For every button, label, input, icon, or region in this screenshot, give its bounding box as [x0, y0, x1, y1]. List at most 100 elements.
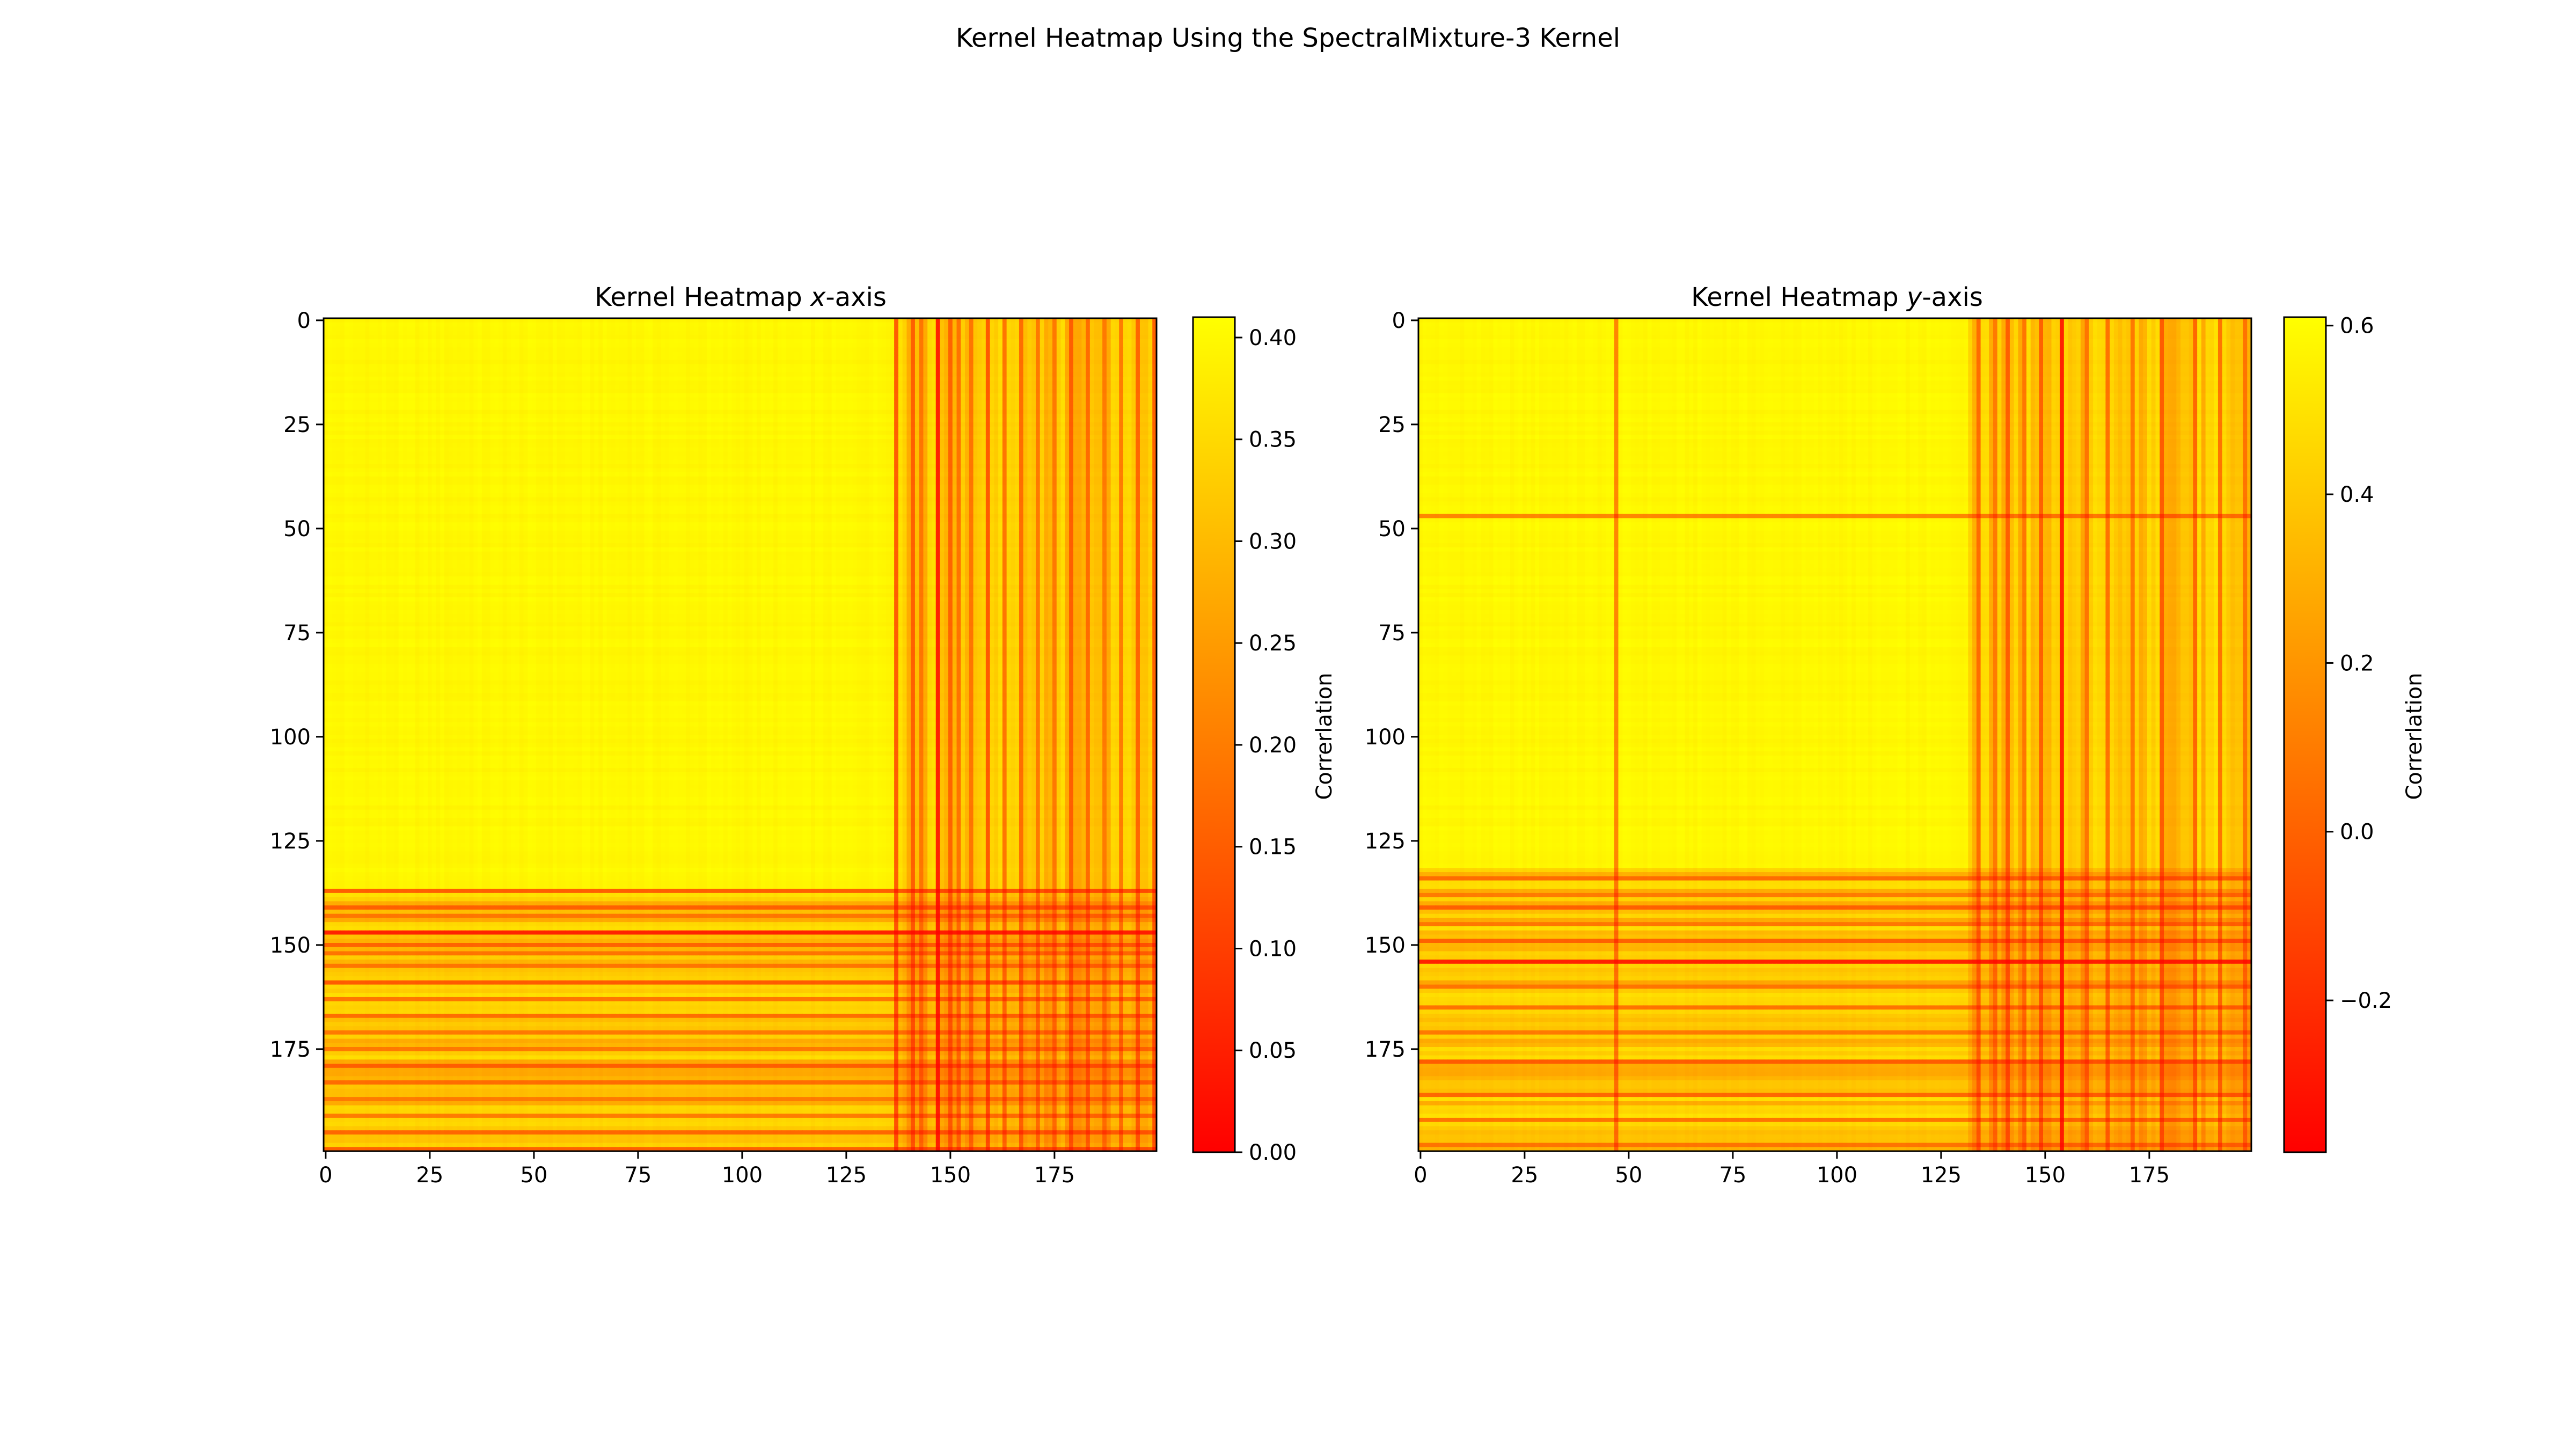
heatmap-cell	[407, 343, 411, 348]
heatmap-cell	[865, 327, 869, 331]
heatmap-cell	[1128, 331, 1132, 335]
heatmap-cell	[369, 335, 374, 339]
heatmap-cell	[836, 327, 840, 331]
heatmap-cell	[603, 335, 607, 339]
heatmap-cell	[982, 323, 986, 327]
heatmap-cell	[1061, 323, 1065, 327]
heatmap-cell	[519, 331, 524, 335]
heatmap-cell	[765, 323, 770, 327]
heatmap-cell	[382, 343, 386, 348]
heatmap-cell	[432, 331, 436, 335]
heatmap-cell	[582, 327, 586, 331]
heatmap-cell	[557, 335, 561, 339]
heatmap-cell	[1073, 331, 1078, 335]
heatmap-cell	[1136, 339, 1140, 343]
heatmap-cell	[582, 335, 586, 339]
heatmap-cell	[1098, 335, 1102, 339]
heatmap-cell	[840, 339, 844, 343]
heatmap-cell	[449, 331, 453, 335]
heatmap-cell	[1036, 331, 1040, 335]
heatmap-cell	[715, 327, 719, 331]
heatmap-cell	[548, 331, 553, 335]
heatmap-cell	[465, 331, 470, 335]
heatmap-cell	[478, 339, 482, 343]
heatmap-cell	[740, 335, 744, 339]
heatmap-cell	[511, 331, 515, 335]
heatmap-cell	[752, 339, 757, 343]
heatmap-cell	[1102, 323, 1107, 327]
heatmap-cell	[523, 327, 528, 331]
heatmap-cell	[328, 331, 332, 335]
heatmap-cell	[1011, 327, 1015, 331]
heatmap-cell	[953, 339, 957, 343]
heatmap-cell	[1044, 331, 1048, 335]
heatmap-cell	[519, 343, 524, 348]
heatmap-cell	[390, 327, 394, 331]
heatmap-cell	[478, 343, 482, 348]
heatmap-cell	[752, 331, 757, 335]
heatmap-cell	[665, 331, 669, 335]
heatmap-cell	[353, 339, 357, 343]
heatmap-cell	[407, 335, 411, 339]
heatmap-cell	[565, 343, 569, 348]
heatmap-cell	[561, 327, 565, 331]
heatmap-cell	[932, 339, 936, 343]
heatmap-cell	[461, 323, 465, 327]
heatmap-cell	[378, 335, 382, 339]
heatmap-cell	[528, 343, 532, 348]
heatmap-cell	[911, 327, 915, 331]
heatmap-cell	[828, 339, 832, 343]
heatmap-cell	[390, 323, 394, 327]
heatmap-cell	[332, 339, 336, 343]
heatmap-cell	[586, 327, 590, 331]
heatmap-x-title-suffix: -axis	[825, 282, 886, 312]
heatmap-cell	[823, 327, 828, 331]
heatmap-cell	[553, 331, 557, 335]
heatmap-cell	[494, 339, 499, 343]
heatmap-cell	[328, 327, 332, 331]
heatmap-cell	[615, 339, 619, 343]
heatmap-cell	[478, 323, 482, 327]
heatmap-cell	[432, 339, 436, 343]
heatmap-cell	[782, 339, 786, 343]
heatmap-cell	[444, 335, 449, 339]
heatmap-cell	[769, 331, 773, 335]
heatmap-cell	[1015, 339, 1019, 343]
heatmap-cell	[919, 331, 924, 335]
heatmap-cell	[636, 327, 640, 331]
heatmap-cell	[1094, 335, 1099, 339]
heatmap-cell	[819, 339, 823, 343]
heatmap-cell	[961, 331, 965, 335]
heatmap-cell	[361, 331, 365, 335]
heatmap-cell	[882, 339, 886, 343]
heatmap-cell	[807, 339, 811, 343]
heatmap-cell	[740, 339, 744, 343]
heatmap-cell	[848, 331, 853, 335]
heatmap-cell	[490, 323, 494, 327]
heatmap-cell	[586, 343, 590, 348]
heatmap-cell	[428, 339, 432, 343]
heatmap-cell	[702, 339, 707, 343]
heatmap-cell	[736, 339, 740, 343]
heatmap-cell	[869, 335, 874, 339]
heatmap-cell	[407, 323, 411, 327]
heatmap-cell	[615, 343, 619, 348]
heatmap-cell	[1090, 327, 1094, 331]
heatmap-cell	[1052, 331, 1057, 335]
heatmap-cell	[1094, 339, 1099, 343]
heatmap-cell	[674, 331, 678, 335]
heatmap-cell	[802, 331, 807, 335]
heatmap-cell	[523, 323, 528, 327]
heatmap-cell	[411, 339, 415, 343]
heatmap-cell	[444, 339, 449, 343]
heatmap-cell	[765, 331, 770, 335]
heatmap-cell	[1065, 327, 1069, 331]
heatmap-cell	[615, 331, 619, 335]
heatmap-cell	[574, 335, 578, 339]
heatmap-cell	[586, 331, 590, 335]
heatmap-cell	[678, 327, 682, 331]
heatmap-cell	[1015, 331, 1019, 335]
heatmap-cell	[940, 339, 944, 343]
heatmap-cell	[1002, 339, 1007, 343]
heatmap-cell	[449, 335, 453, 339]
